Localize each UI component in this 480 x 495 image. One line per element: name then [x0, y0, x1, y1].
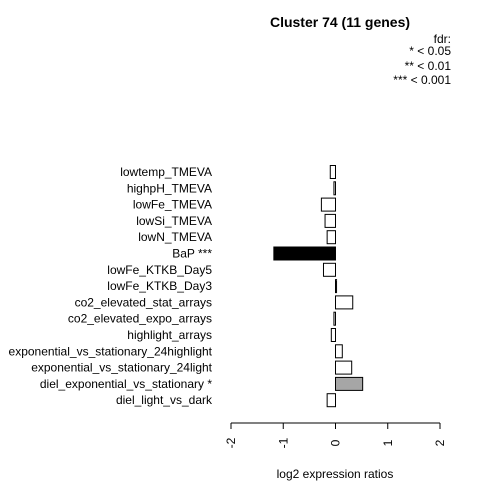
category-label: exponential_vs_stationary_24light [31, 361, 212, 375]
bar [333, 311, 336, 326]
x-axis-label: log2 expression ratios [277, 467, 394, 481]
category-label: co2_elevated_expo_arrays [68, 312, 212, 326]
category-label: highpH_TMEVA [127, 181, 212, 195]
bar [273, 246, 336, 261]
bar [322, 262, 337, 277]
bars [273, 165, 364, 408]
legend-entry-2: ** < 0.01 [405, 59, 452, 73]
category-label: lowFe_KTKB_Day3 [107, 279, 212, 293]
x-tick-label: -2 [224, 437, 238, 448]
bar [324, 213, 336, 228]
x-tick-label: -1 [276, 437, 290, 448]
legend-entry-1: * < 0.05 [409, 44, 451, 58]
chart-title: Cluster 74 (11 genes) [270, 14, 410, 30]
category-label: lowFe_KTKB_Day5 [107, 263, 212, 277]
category-label: lowtemp_TMEVA [120, 165, 212, 179]
bar [335, 279, 338, 294]
bar [330, 328, 337, 342]
bar [335, 376, 364, 391]
bar [329, 165, 336, 179]
category-label: lowN_TMEVA [138, 230, 212, 244]
category-label: highlight_arrays [127, 328, 212, 342]
x-tick-label: 1 [381, 439, 395, 446]
legend-title: fdr: [434, 32, 451, 46]
bar [320, 197, 336, 212]
category-label: diel_exponential_vs_stationary * [40, 377, 212, 391]
legend: fdr: * < 0.05 ** < 0.01 *** < 0.001 [393, 32, 451, 87]
bar [333, 181, 336, 196]
bar [326, 230, 337, 245]
bar [326, 393, 337, 408]
category-label: exponential_vs_stationary_24highlight [9, 344, 213, 358]
legend-entry-3: *** < 0.001 [393, 73, 451, 87]
bar [335, 344, 343, 359]
category-label: lowFe_TMEVA [133, 198, 212, 212]
category-label: BaP *** [172, 247, 212, 261]
category-labels: lowtemp_TMEVA highpH_TMEVA lowFe_TMEVA lowS… [9, 165, 213, 407]
x-axis: -2 -1 0 1 2 [224, 422, 447, 448]
category-label: co2_elevated_stat_arrays [75, 295, 212, 309]
category-label: diel_light_vs_dark [116, 393, 213, 407]
bar [335, 360, 353, 375]
bar [335, 295, 354, 310]
x-tick-label: 0 [329, 439, 343, 446]
category-label: lowSi_TMEVA [136, 214, 212, 228]
x-tick-label: 2 [433, 439, 447, 446]
